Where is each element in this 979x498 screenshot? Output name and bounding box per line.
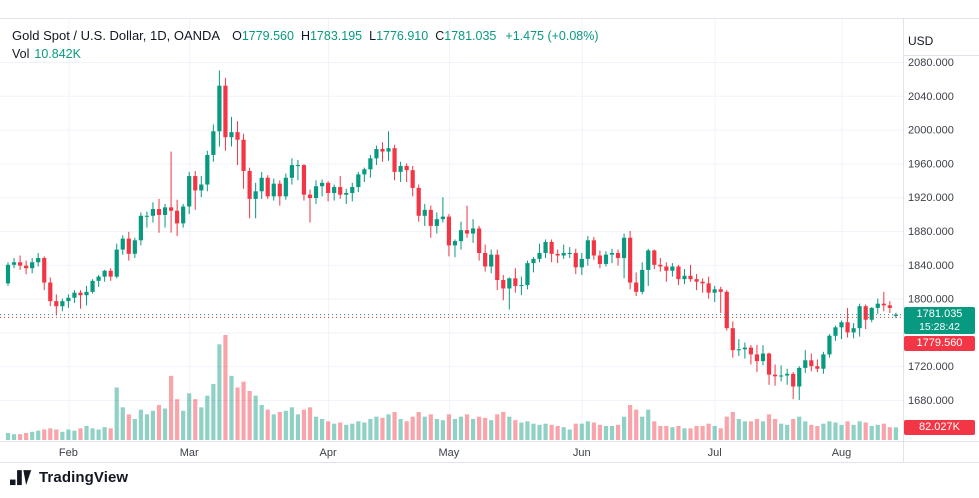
current-price-badge: 1781.035 15:28:42	[904, 307, 975, 334]
currency-label: USD	[908, 34, 934, 48]
ohlc-close: C1781.035	[435, 29, 497, 43]
svg-text:2080.000: 2080.000	[908, 57, 954, 69]
volume-value: 10.842K	[34, 47, 81, 61]
change-value: +1.475 (+0.08%)	[505, 29, 599, 43]
svg-text:2040.000: 2040.000	[908, 91, 954, 103]
svg-text:Jul: Jul	[708, 447, 722, 459]
svg-text:May: May	[439, 447, 460, 459]
svg-text:1840.000: 1840.000	[908, 260, 954, 272]
volume-label: Vol	[12, 47, 30, 61]
prev-close-badge: 1779.560	[904, 336, 975, 351]
svg-text:2000.000: 2000.000	[908, 125, 954, 137]
symbol-title[interactable]: Gold Spot / U.S. Dollar, 1D, OANDA	[12, 28, 221, 43]
svg-text:1800.000: 1800.000	[908, 294, 954, 306]
tradingview-wordmark: TradingView	[39, 469, 129, 486]
svg-text:1920.000: 1920.000	[908, 192, 954, 204]
ohlc-high: H1783.195	[300, 29, 363, 43]
svg-text:1720.000: 1720.000	[908, 361, 954, 373]
legend-row-main: Gold Spot / U.S. Dollar, 1D, OANDA O1779.…	[12, 27, 599, 45]
svg-text:1680.000: 1680.000	[908, 395, 954, 407]
svg-text:Feb: Feb	[59, 447, 78, 459]
svg-text:Mar: Mar	[180, 447, 199, 459]
svg-text:1880.000: 1880.000	[908, 226, 954, 238]
bar-countdown: 15:28:42	[919, 321, 960, 333]
tradingview-logo-icon	[10, 469, 32, 485]
legend-row-volume: Vol 10.842K	[12, 46, 599, 63]
svg-text:Apr: Apr	[320, 447, 337, 459]
ohlc-low: L1776.910	[369, 29, 429, 43]
time-scale[interactable]	[0, 441, 903, 462]
chart-legend: Gold Spot / U.S. Dollar, 1D, OANDA O1779.…	[12, 27, 599, 63]
tradingview-attribution[interactable]: TradingView	[10, 469, 128, 486]
svg-text:1960.000: 1960.000	[908, 158, 954, 170]
ohlc-open: O1779.560	[232, 29, 294, 43]
svg-text:Jun: Jun	[573, 447, 591, 459]
svg-text:Aug: Aug	[832, 447, 852, 459]
current-price-value: 1781.035	[916, 308, 963, 320]
volume-badge: 82.027K	[904, 420, 975, 435]
price-scale[interactable]	[903, 18, 979, 441]
